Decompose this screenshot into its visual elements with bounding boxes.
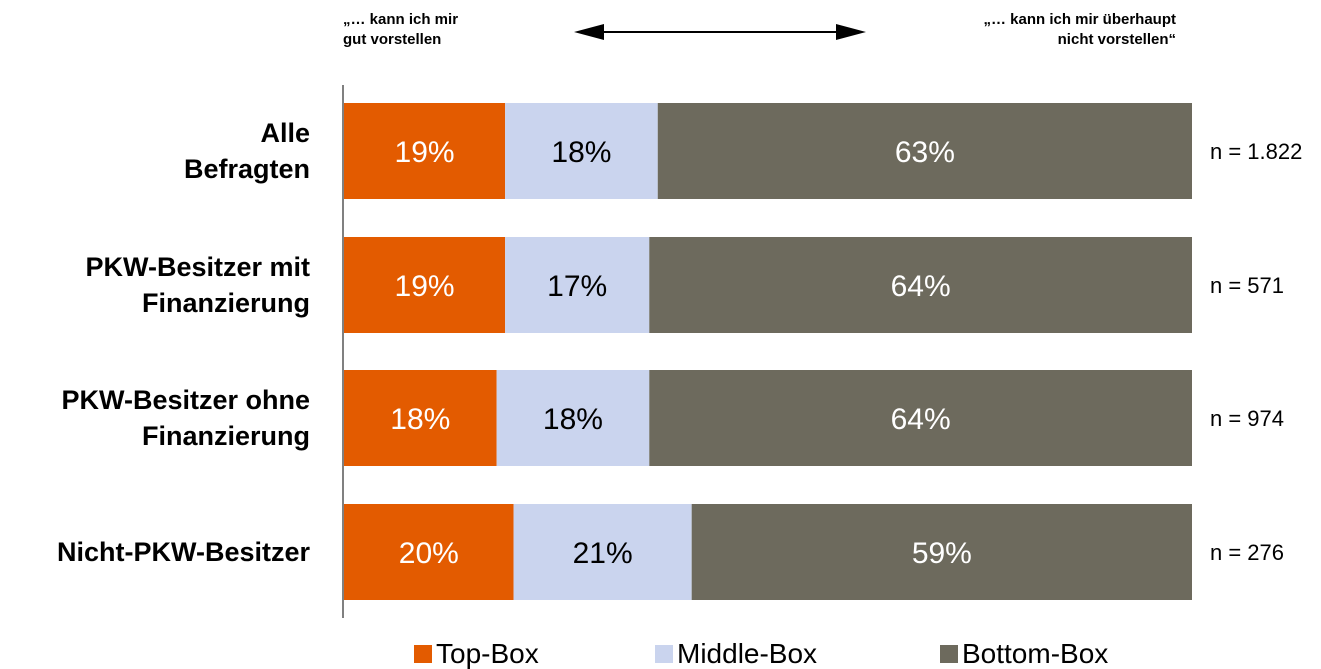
sample-size-label: n = 974 bbox=[1210, 406, 1284, 431]
category-label: PKW-Besitzer mit bbox=[86, 252, 311, 282]
bar-segment-top-box bbox=[344, 504, 514, 600]
data-label: 18% bbox=[390, 403, 450, 436]
category-label: Alle bbox=[260, 118, 310, 148]
arrow-right-head bbox=[836, 24, 866, 40]
header-right-label: „… kann ich mir überhaupt nicht vorstell… bbox=[983, 11, 1176, 48]
bar-segment-bottom-box bbox=[691, 504, 1192, 600]
category-label: Finanzierung bbox=[142, 288, 310, 318]
data-label: 64% bbox=[891, 403, 951, 436]
category-label: Finanzierung bbox=[142, 421, 310, 451]
category-label: Nicht-PKW-Besitzer bbox=[57, 537, 310, 567]
data-label: 18% bbox=[543, 403, 603, 436]
legend-label: Middle-Box bbox=[677, 638, 817, 669]
header-left-label: „… kann ich mir gut vorstellen bbox=[343, 11, 459, 48]
bars-group: 19% 18% 63% 19% 17% 64% 18% 18% 64% 20% 21% 59% bbox=[344, 103, 1192, 600]
bar-segment-bottom-box bbox=[657, 103, 1192, 199]
sample-size-label: n = 571 bbox=[1210, 273, 1284, 298]
data-label: 18% bbox=[551, 136, 611, 169]
bar-segment-top-box bbox=[344, 237, 506, 333]
category-label: PKW-Besitzer ohne bbox=[62, 385, 310, 415]
legend-label: Top-Box bbox=[436, 638, 539, 669]
data-label: 63% bbox=[895, 136, 955, 169]
bar-segment-middle-box bbox=[505, 103, 658, 199]
sample-size-label: n = 276 bbox=[1210, 540, 1284, 565]
bar-segment-top-box bbox=[344, 370, 497, 466]
legend-label: Bottom-Box bbox=[962, 638, 1108, 669]
bar-segment-bottom-box bbox=[649, 237, 1192, 333]
data-label: 19% bbox=[395, 270, 455, 303]
legend: Top-Box Middle-Box Bottom-Box bbox=[414, 638, 1108, 669]
category-labels-group: Alle Befragten PKW-Besitzer mit Finanzierun… bbox=[57, 118, 310, 567]
data-label: 19% bbox=[395, 136, 455, 169]
sample-size-labels-group: n = 1.822 n = 571 n = 974 n = 276 bbox=[1210, 139, 1302, 565]
legend-swatch-bottom-box bbox=[940, 645, 958, 663]
data-label: 64% bbox=[891, 270, 951, 303]
legend-swatch-top-box bbox=[414, 645, 432, 663]
data-label: 17% bbox=[547, 270, 607, 303]
category-label: Befragten bbox=[184, 154, 310, 184]
bar-segment-middle-box bbox=[505, 237, 650, 333]
bar-segment-middle-box bbox=[496, 370, 650, 466]
bar-segment-bottom-box bbox=[649, 370, 1192, 466]
sample-size-label: n = 1.822 bbox=[1210, 139, 1302, 164]
bar-segment-top-box bbox=[344, 103, 506, 199]
data-label: 20% bbox=[399, 537, 459, 570]
arrow-left-head bbox=[574, 24, 604, 40]
data-label: 59% bbox=[912, 537, 972, 570]
data-label: 21% bbox=[573, 537, 633, 570]
legend-swatch-middle-box bbox=[655, 645, 673, 663]
bar-segment-middle-box bbox=[513, 504, 692, 600]
